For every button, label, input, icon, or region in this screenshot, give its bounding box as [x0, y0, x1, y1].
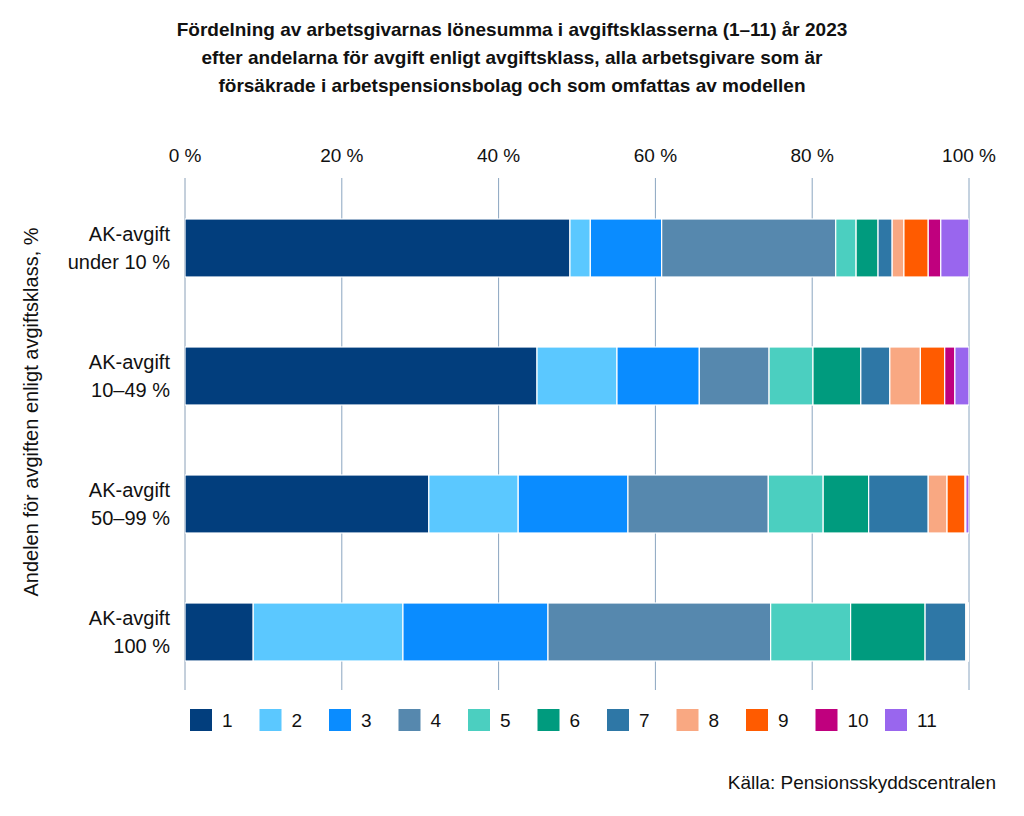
legend-swatch	[260, 709, 282, 731]
bar-segment	[662, 219, 836, 277]
category-line: AK-avgift	[89, 351, 171, 373]
category-line: 100 %	[113, 635, 170, 657]
bar-segment	[856, 219, 878, 277]
bar-segment	[768, 475, 823, 533]
legend-swatch	[329, 709, 351, 731]
bar-segment	[185, 603, 253, 661]
bar-segment	[966, 603, 968, 661]
bar-segment	[890, 347, 921, 405]
bar-segment	[769, 347, 813, 405]
bar-segment	[945, 347, 955, 405]
bar-segment	[590, 219, 661, 277]
legend-label: 6	[570, 710, 581, 731]
bar-segment	[185, 347, 537, 405]
legend-swatch	[746, 709, 768, 731]
category-line: AK-avgift	[89, 223, 171, 245]
bar-segment	[892, 219, 904, 277]
bar-segment	[941, 219, 969, 277]
bar-segment	[966, 475, 969, 533]
grid	[185, 178, 969, 690]
legend-swatch	[885, 709, 907, 731]
bar-segment	[925, 603, 966, 661]
bar-segment	[617, 347, 699, 405]
chart: Fördelning av arbetsgivarnas lönesumma i…	[0, 0, 1024, 816]
legend-swatch	[677, 709, 699, 731]
bar-segment	[928, 219, 941, 277]
bar-segment	[878, 219, 892, 277]
title-line: Fördelning av arbetsgivarnas lönesumma i…	[177, 19, 848, 40]
category-label: AK-avgift 10–49 %	[89, 351, 171, 401]
x-tick-label: 60 %	[634, 145, 677, 166]
category-line: AK-avgift	[89, 479, 171, 501]
x-tick-label: 0 %	[169, 145, 202, 166]
title: Fördelning av arbetsgivarnas lönesumma i…	[177, 19, 848, 96]
legend-label: 1	[222, 710, 233, 731]
category-line: 10–49 %	[91, 379, 170, 401]
bar-segment	[955, 347, 969, 405]
bar-segment	[920, 347, 944, 405]
legend-label: 2	[292, 710, 303, 731]
bar-segment	[928, 475, 947, 533]
legend-label: 3	[361, 710, 372, 731]
bar-segment	[403, 603, 548, 661]
bar-segment	[813, 347, 861, 405]
legend-label: 9	[778, 710, 789, 731]
bar-segment	[947, 475, 965, 533]
legend-label: 5	[500, 710, 511, 731]
legend-swatch	[399, 709, 421, 731]
bar-segment	[851, 603, 925, 661]
bar-segment	[861, 347, 890, 405]
legend: 1 2 3 4 5 6 7 8 9 10 11	[190, 709, 937, 731]
x-tick-label: 100 %	[942, 145, 996, 166]
legend-swatch	[538, 709, 560, 731]
category-line: AK-avgift	[89, 607, 171, 629]
bar-segment	[537, 347, 617, 405]
bars	[185, 219, 969, 661]
source: Källa: Pensionsskyddscentralen	[728, 772, 996, 793]
title-line: försäkrade i arbetspensionsbolag och som…	[218, 75, 805, 96]
x-tick-label: 40 %	[477, 145, 520, 166]
bar-segment	[771, 603, 851, 661]
bar-segment	[628, 475, 768, 533]
bar-segment	[965, 603, 967, 661]
title-line: efter andelarna för avgift enligt avgift…	[202, 47, 824, 68]
bar-segment	[429, 475, 518, 533]
legend-swatch	[190, 709, 212, 731]
bar-segment	[968, 603, 969, 661]
category-label: AK-avgift under 10 %	[68, 223, 171, 273]
bar-segment	[548, 603, 771, 661]
bar-segment	[253, 603, 403, 661]
category-line: under 10 %	[68, 251, 171, 273]
legend-label: 7	[639, 710, 650, 731]
legend-label: 8	[709, 710, 720, 731]
bar-segment	[518, 475, 628, 533]
x-tick-label: 20 %	[320, 145, 363, 166]
bar-segment	[185, 219, 570, 277]
bar-segment	[869, 475, 929, 533]
legend-label: 11	[917, 710, 937, 731]
category-label: AK-avgift 50–99 %	[89, 479, 171, 529]
x-tick-label: 80 %	[791, 145, 834, 166]
bar-segment	[185, 475, 429, 533]
category-label: AK-avgift 100 %	[89, 607, 171, 657]
bar-segment	[570, 219, 590, 277]
legend-swatch	[816, 709, 838, 731]
bar-segment	[699, 347, 769, 405]
legend-label: 10	[848, 710, 869, 731]
bar-segment	[836, 219, 856, 277]
legend-label: 4	[431, 710, 442, 731]
legend-swatch	[607, 709, 629, 731]
legend-swatch	[468, 709, 490, 731]
bar-segment	[823, 475, 868, 533]
category-line: 50–99 %	[91, 507, 170, 529]
bar-segment	[967, 603, 969, 661]
bar-segment	[904, 219, 928, 277]
y-axis-label: Andelen för avgiften enligt avgiftsklass…	[20, 227, 42, 596]
